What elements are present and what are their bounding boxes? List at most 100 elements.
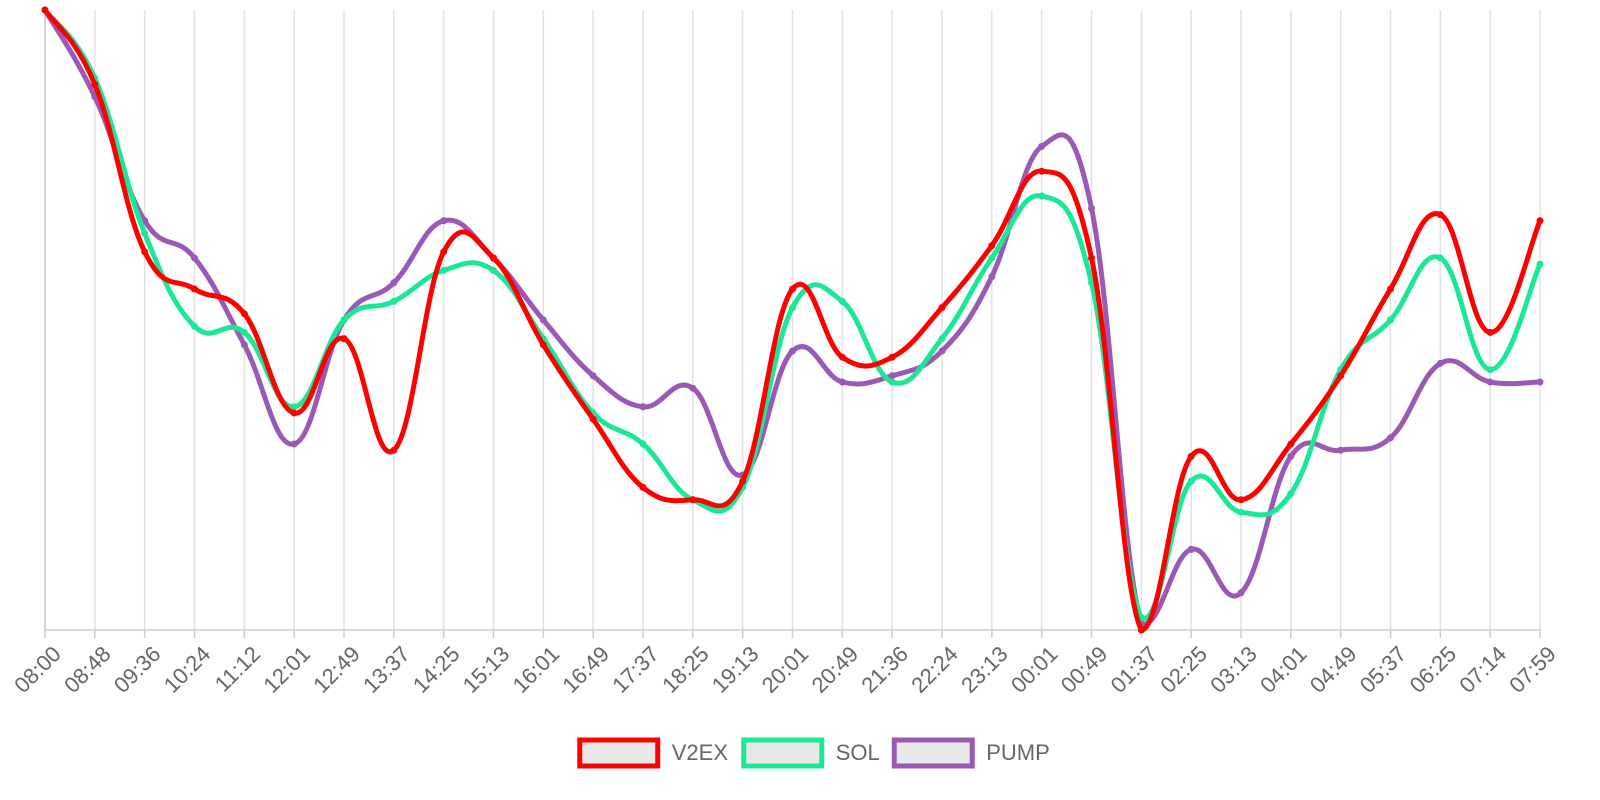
data-point[interactable] [240, 310, 248, 318]
data-point[interactable] [589, 372, 597, 380]
data-point[interactable] [1536, 217, 1544, 225]
data-point[interactable] [1187, 452, 1195, 460]
legend-label[interactable]: SOL [836, 740, 880, 765]
data-point[interactable] [1038, 142, 1046, 150]
data-point[interactable] [988, 273, 996, 281]
data-point[interactable] [191, 285, 198, 293]
data-point[interactable] [290, 440, 298, 448]
data-point[interactable] [639, 403, 647, 411]
data-point[interactable] [440, 217, 448, 225]
data-point[interactable] [340, 335, 348, 343]
series-pump [41, 6, 1544, 628]
data-point[interactable] [1337, 372, 1345, 380]
data-point[interactable] [1137, 626, 1145, 634]
data-point[interactable] [1486, 366, 1494, 374]
legend-item-sol[interactable]: SOL [741, 737, 880, 769]
data-point[interactable] [938, 335, 946, 343]
data-point[interactable] [1387, 316, 1394, 324]
data-point[interactable] [938, 304, 946, 312]
data-point[interactable] [789, 347, 796, 355]
data-point[interactable] [390, 279, 398, 287]
data-point[interactable] [290, 403, 298, 411]
data-point[interactable] [191, 254, 198, 262]
data-point[interactable] [689, 384, 697, 392]
data-point[interactable] [1237, 496, 1245, 504]
data-point[interactable] [1436, 359, 1444, 367]
data-point[interactable] [240, 341, 248, 349]
data-point[interactable] [539, 316, 547, 324]
data-point[interactable] [1088, 254, 1095, 262]
data-point[interactable] [988, 254, 996, 262]
data-point[interactable] [1337, 446, 1345, 454]
data-point[interactable] [1038, 167, 1046, 175]
x-tick-label: 06:25 [1405, 641, 1462, 698]
data-point[interactable] [639, 440, 647, 448]
data-point[interactable] [1387, 285, 1394, 293]
data-point[interactable] [1088, 204, 1095, 212]
data-point[interactable] [1486, 328, 1494, 336]
x-tick-label: 01:37 [1106, 641, 1163, 698]
legend-swatch[interactable] [741, 737, 825, 769]
data-point[interactable] [1486, 378, 1494, 386]
data-point[interactable] [1187, 545, 1195, 553]
data-point[interactable] [191, 322, 198, 330]
legend-label[interactable]: PUMP [986, 740, 1050, 765]
data-point[interactable] [1187, 477, 1195, 485]
data-point[interactable] [938, 347, 946, 355]
data-point[interactable] [1237, 508, 1245, 516]
series-line[interactable] [42, 7, 1543, 627]
data-point[interactable] [539, 341, 547, 349]
data-point[interactable] [888, 353, 896, 361]
data-point[interactable] [1237, 589, 1245, 597]
legend-swatch[interactable] [891, 737, 975, 769]
data-point[interactable] [1038, 192, 1046, 200]
data-point[interactable] [838, 353, 846, 361]
x-tick-label: 16:01 [508, 641, 565, 698]
data-point[interactable] [1436, 254, 1444, 262]
data-point[interactable] [440, 266, 448, 274]
x-tick-label: 12:49 [308, 641, 365, 698]
data-point[interactable] [739, 477, 747, 485]
data-point[interactable] [390, 446, 398, 454]
data-point[interactable] [1287, 490, 1295, 498]
x-tick-label: 19:13 [707, 641, 764, 698]
data-point[interactable] [1287, 452, 1295, 460]
legend-item-pump[interactable]: PUMP [891, 737, 1050, 769]
chart-legend[interactable]: V2EX SOL PUMP [577, 737, 1050, 769]
legend-item-v2ex[interactable]: V2EX [577, 737, 729, 769]
data-point[interactable] [1436, 211, 1444, 219]
data-point[interactable] [838, 378, 846, 386]
x-tick-label: 13:37 [358, 641, 415, 698]
x-tick-label: 23:13 [956, 641, 1013, 698]
data-point[interactable] [888, 372, 896, 380]
data-point[interactable] [838, 297, 846, 305]
data-point[interactable] [639, 483, 647, 491]
x-tick-label: 22:24 [906, 641, 963, 698]
data-point[interactable] [490, 266, 497, 274]
data-point[interactable] [689, 496, 697, 504]
data-point[interactable] [490, 254, 497, 262]
data-point[interactable] [240, 328, 248, 336]
series-sol [41, 6, 1544, 622]
data-point[interactable] [91, 80, 99, 88]
data-point[interactable] [888, 378, 896, 386]
legend-label[interactable]: V2EX [672, 740, 729, 765]
x-tick-label: 00:01 [1006, 641, 1063, 698]
data-point[interactable] [390, 297, 398, 305]
data-point[interactable] [141, 248, 149, 256]
data-point[interactable] [1536, 378, 1544, 386]
data-point[interactable] [789, 285, 796, 293]
data-point[interactable] [589, 415, 597, 423]
data-point[interactable] [41, 6, 49, 14]
data-point[interactable] [1287, 440, 1295, 448]
data-point[interactable] [440, 248, 448, 256]
data-point[interactable] [789, 304, 796, 312]
data-point[interactable] [1387, 434, 1394, 442]
data-point[interactable] [141, 229, 149, 237]
data-point[interactable] [988, 242, 996, 250]
data-point[interactable] [340, 316, 348, 324]
legend-swatch[interactable] [577, 737, 661, 769]
data-point[interactable] [290, 409, 298, 417]
x-tick-label: 12:01 [258, 641, 315, 698]
data-point[interactable] [1536, 260, 1544, 268]
